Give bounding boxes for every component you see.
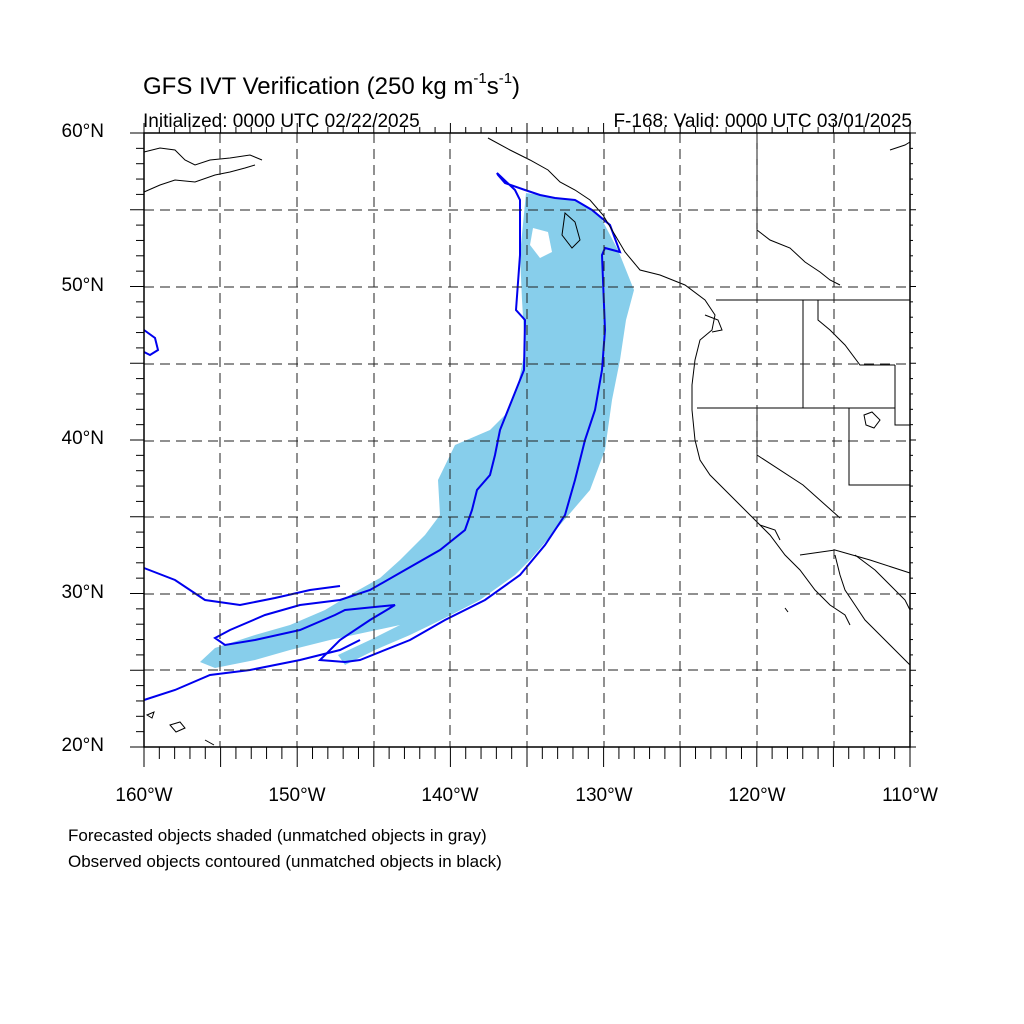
observed-object-main — [213, 172, 622, 664]
lat-label-40: 40°N — [61, 428, 104, 449]
lat-label-20: 20°N — [61, 735, 104, 756]
initialized-time: Initialized: 0000 UTC 02/22/2025 — [143, 111, 420, 132]
lon-label-120w: 120°W — [728, 785, 786, 806]
coastlines — [143, 137, 911, 746]
map-title: GFS IVT Verification (250 kg m-1s-1) — [143, 70, 521, 100]
valid-time: F-168: Valid: 0000 UTC 03/01/2025 — [613, 111, 912, 132]
observed-object-hawaii — [143, 329, 160, 357]
observed-note: Observed objects contoured (unmatched ob… — [68, 852, 502, 871]
lat-label-30: 30°N — [61, 582, 104, 603]
forecast-note: Forecasted objects shaded (unmatched obj… — [68, 826, 487, 845]
lon-label-140w: 140°W — [421, 785, 479, 806]
lon-label-150w: 150°W — [268, 785, 326, 806]
forecast-object — [200, 193, 634, 668]
lat-label-50: 50°N — [61, 275, 104, 296]
boundaries — [697, 133, 911, 574]
observed-object-tail — [143, 567, 341, 607]
lat-label-60: 60°N — [61, 121, 104, 142]
axis-ticks — [130, 123, 916, 767]
lon-label-130w: 130°W — [575, 785, 633, 806]
lon-label-160w: 160°W — [115, 785, 173, 806]
graticule — [144, 133, 910, 747]
lon-label-110w: 110°W — [882, 785, 938, 806]
